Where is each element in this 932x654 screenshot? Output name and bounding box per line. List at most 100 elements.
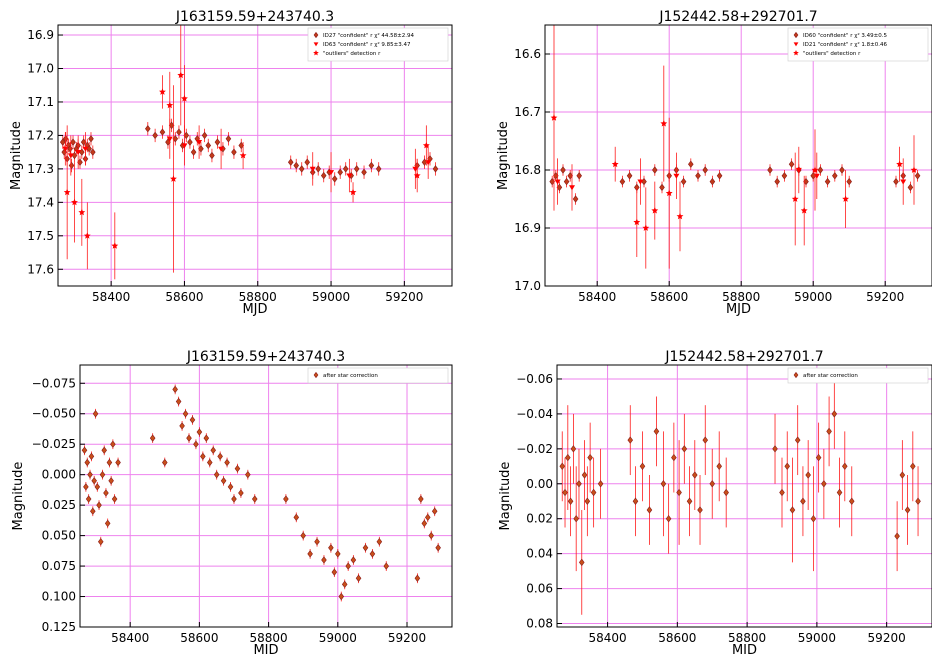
data-point: [111, 495, 118, 503]
data-point: [632, 497, 639, 505]
data-point-triangle: [637, 179, 644, 185]
data-point: [353, 165, 360, 173]
data-point: [584, 497, 591, 505]
data-point-star: [71, 198, 78, 206]
data-point: [695, 172, 701, 180]
data-point-triangle: [900, 179, 907, 185]
data-point: [653, 427, 660, 436]
data-point: [627, 436, 634, 444]
data-point: [587, 453, 593, 462]
x-tick-label: 59200: [866, 290, 904, 304]
data-point-star: [611, 160, 619, 168]
data-point: [159, 128, 166, 136]
data-point: [321, 556, 327, 564]
data-point-star: [660, 120, 668, 127]
data-point: [716, 172, 723, 180]
data-point: [145, 125, 151, 133]
y-tick-label: 16.9: [514, 221, 541, 235]
data-point: [59, 138, 66, 146]
legend-label: after star correction: [323, 373, 378, 379]
data-point: [425, 513, 431, 522]
data-point-triangle: [346, 173, 353, 179]
y-tick-label: 0.00: [526, 477, 553, 491]
data-point: [788, 160, 795, 168]
y-tick-label: −0.050: [32, 407, 76, 421]
y-tick-label: 0.04: [526, 547, 553, 561]
x-tick-label: 59000: [794, 290, 832, 304]
data-point-triangle: [673, 173, 680, 179]
data-point: [576, 172, 582, 180]
data-point: [200, 452, 206, 461]
data-point: [152, 131, 158, 140]
data-point: [231, 148, 237, 156]
data-point: [368, 161, 375, 170]
data-point: [206, 458, 213, 467]
y-tick-label: −0.075: [32, 376, 76, 390]
data-point-star: [642, 224, 650, 231]
data-point-star: [676, 212, 684, 220]
y-tick-label: 17.6: [27, 262, 54, 276]
data-point: [626, 172, 633, 180]
data-point: [836, 488, 843, 497]
data-point-star: [811, 166, 819, 173]
data-point: [176, 128, 182, 136]
data-point: [894, 532, 900, 540]
x-tick-label: 58800: [250, 631, 288, 645]
data-point: [576, 480, 582, 488]
data-point: [619, 177, 626, 186]
data-point: [337, 168, 343, 176]
data-point: [697, 506, 703, 514]
legend-label: "outliers" detection r: [323, 51, 381, 57]
y-tick-label: 0.02: [526, 512, 553, 526]
data-point-star: [791, 195, 799, 202]
y-tick-label: 0.125: [42, 620, 76, 634]
y-tick-label: 17.2: [27, 128, 54, 142]
data-point: [421, 519, 428, 528]
data-point: [331, 175, 338, 183]
data-point: [781, 172, 788, 180]
data-point-star: [800, 207, 808, 214]
x-tick-label: 58400: [111, 631, 149, 645]
data-point-star: [665, 189, 673, 197]
data-point: [320, 171, 327, 180]
data-point: [175, 397, 182, 406]
data-point: [839, 166, 845, 174]
data-point: [831, 410, 838, 418]
data-point: [304, 158, 311, 166]
data-point-triangle: [82, 146, 89, 152]
data-point: [914, 172, 921, 180]
plot-frame: [556, 364, 932, 628]
data-point: [234, 464, 241, 473]
data-point: [810, 515, 817, 523]
data-point: [287, 158, 294, 166]
data-point: [90, 148, 96, 156]
y-tick-label: 0.100: [42, 590, 76, 604]
y-tick-label: 0.050: [42, 529, 76, 543]
x-tick-label: 59200: [388, 631, 426, 645]
y-tick-label: 17.4: [27, 195, 54, 209]
data-point: [361, 168, 367, 176]
x-axis-label: MJD: [732, 643, 757, 654]
x-tick-label: 59200: [385, 290, 423, 304]
y-tick-label: 17.1: [27, 95, 54, 109]
data-point: [350, 556, 357, 564]
data-point: [224, 458, 230, 467]
data-point: [190, 148, 197, 156]
data-point: [794, 436, 801, 444]
data-point: [692, 471, 698, 479]
data-point: [899, 471, 906, 479]
data-point: [560, 166, 566, 174]
plot-frame: [79, 364, 453, 628]
data-point: [572, 195, 579, 203]
data-point: [432, 165, 439, 173]
y-tick-label: 0.075: [42, 559, 76, 573]
data-point-star: [910, 166, 918, 173]
data-point: [597, 480, 604, 488]
chart-title: J152442.58+292701.7: [658, 9, 817, 25]
data-point: [369, 550, 376, 558]
data-point: [774, 177, 780, 186]
data-point: [362, 544, 369, 552]
data-point: [562, 488, 568, 497]
data-point: [172, 385, 178, 394]
data-point-star: [63, 188, 71, 196]
